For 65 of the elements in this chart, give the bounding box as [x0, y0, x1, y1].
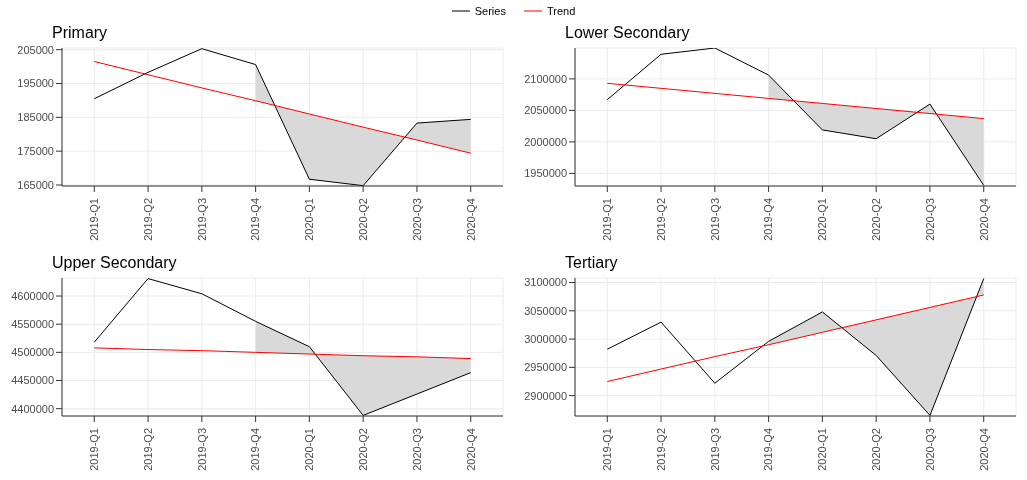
y-tick-label: 3000000 — [524, 332, 567, 345]
y-tick-label: 2050000 — [524, 104, 567, 117]
y-tick-label: 205000 — [17, 43, 54, 56]
x-tick-label: 2019-Q1 — [601, 198, 614, 241]
x-tick-label: 2019-Q3 — [195, 428, 208, 471]
y-tick-label: 1950000 — [524, 167, 567, 180]
y-tick-label: 2950000 — [524, 361, 567, 374]
x-tick-label: 2019-Q3 — [708, 198, 721, 241]
x-tick-label: 2020-Q1 — [816, 198, 829, 241]
x-tick-label: 2020-Q1 — [303, 428, 316, 471]
chart-title: Primary — [52, 24, 108, 42]
x-tick-label: 2020-Q1 — [303, 198, 316, 241]
line-series — [93, 61, 472, 154]
chart-title: Tertiary — [565, 254, 618, 272]
line-series — [606, 82, 985, 120]
chart-title: Upper Secondary — [52, 254, 177, 272]
y-tick-label: 2000000 — [524, 135, 567, 148]
y-tick-label: 4500000 — [11, 346, 54, 359]
x-tick-label: 2020-Q2 — [869, 428, 882, 471]
x-tick-label: 2019-Q3 — [708, 428, 721, 471]
y-tick-label: 185000 — [17, 111, 54, 124]
x-tick-label: 2020-Q4 — [464, 428, 477, 471]
x-tick-label: 2019-Q1 — [601, 428, 614, 471]
x-tick-label: 2019-Q1 — [88, 428, 101, 471]
x-tick-label: 2019-Q4 — [762, 198, 775, 241]
y-tick-label: 175000 — [17, 145, 54, 158]
y-tick-label: 4450000 — [11, 374, 54, 387]
x-tick-label: 2020-Q3 — [923, 428, 936, 471]
legend-label: Trend — [546, 5, 576, 17]
line-series — [606, 48, 985, 186]
x-tick-label: 2019-Q3 — [195, 198, 208, 241]
y-tick-label: 165000 — [17, 178, 54, 191]
line-series — [606, 294, 985, 382]
line-series — [93, 48, 472, 186]
y-tick-label: 3100000 — [524, 276, 567, 289]
y-tick-label: 2100000 — [524, 72, 567, 85]
x-tick-label: 2019-Q4 — [249, 428, 262, 471]
y-tick-label: 195000 — [17, 77, 54, 90]
x-tick-label: 2019-Q2 — [654, 198, 667, 241]
chart-title: Lower Secondary — [565, 24, 690, 42]
y-tick-label: 4600000 — [11, 289, 54, 302]
x-tick-label: 2019-Q2 — [141, 428, 154, 471]
y-tick-label: 3050000 — [524, 304, 567, 317]
x-tick-label: 2019-Q1 — [88, 198, 101, 241]
x-tick-label: 2020-Q4 — [977, 428, 990, 471]
line-series — [93, 278, 472, 416]
x-tick-label: 2020-Q2 — [356, 198, 369, 241]
x-tick-label: 2020-Q3 — [410, 198, 423, 241]
x-tick-label: 2020-Q2 — [869, 198, 882, 241]
y-tick-label: 2900000 — [524, 389, 567, 402]
x-tick-label: 2020-Q4 — [464, 198, 477, 241]
y-tick-label: 4400000 — [11, 402, 54, 415]
x-tick-label: 2020-Q2 — [356, 428, 369, 471]
x-tick-label: 2019-Q2 — [654, 428, 667, 471]
x-tick-label: 2019-Q2 — [141, 198, 154, 241]
line-series — [606, 278, 985, 416]
x-tick-label: 2019-Q4 — [762, 428, 775, 471]
x-tick-label: 2019-Q4 — [249, 198, 262, 241]
x-tick-label: 2020-Q3 — [410, 428, 423, 471]
line-series — [93, 347, 472, 360]
legend-label: Series — [474, 5, 506, 17]
x-tick-label: 2020-Q3 — [923, 198, 936, 241]
y-tick-label: 4550000 — [11, 318, 54, 331]
x-tick-label: 2020-Q4 — [977, 198, 990, 241]
x-tick-label: 2020-Q1 — [816, 428, 829, 471]
